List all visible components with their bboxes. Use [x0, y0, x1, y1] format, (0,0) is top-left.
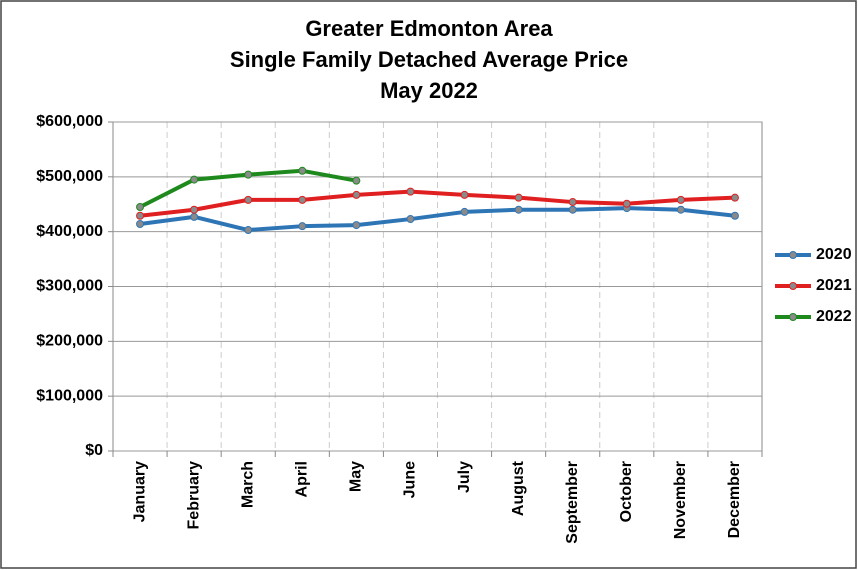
data-point — [352, 176, 361, 185]
data-point — [298, 195, 307, 204]
x-tick-label: April — [294, 461, 311, 497]
data-point — [136, 202, 145, 211]
x-tick-label: October — [618, 461, 635, 522]
data-point — [514, 193, 523, 202]
x-tick-label: August — [510, 460, 527, 516]
y-tick-label: $100,000 — [36, 387, 103, 404]
data-point — [622, 199, 631, 208]
x-tick-label: June — [402, 461, 419, 498]
y-tick-label: $300,000 — [36, 278, 103, 295]
series-line — [139, 206, 736, 233]
y-tick-label: $200,000 — [36, 333, 103, 350]
y-tick-label: $600,000 — [36, 113, 103, 130]
data-point — [190, 212, 199, 221]
x-tick-label: January — [131, 461, 148, 522]
x-tick-label: May — [348, 461, 365, 492]
legend-label: 2022 — [816, 308, 852, 325]
data-point — [568, 198, 577, 207]
x-tick-label: March — [239, 461, 256, 508]
y-tick-label: $0 — [85, 442, 103, 459]
x-tick-label: July — [456, 461, 473, 493]
x-tick-label: December — [726, 461, 743, 538]
data-point — [568, 205, 577, 214]
data-point — [136, 219, 145, 228]
data-point — [190, 205, 199, 214]
legend-marker — [789, 313, 797, 321]
data-point — [352, 190, 361, 199]
legend-label: 2020 — [816, 246, 852, 263]
data-point — [514, 205, 523, 214]
chart-title: Greater Edmonton Area — [305, 16, 553, 41]
x-tick-label: February — [185, 461, 202, 530]
x-tick-label: November — [672, 461, 689, 539]
data-point — [244, 195, 253, 204]
y-tick-label: $400,000 — [36, 223, 103, 240]
chart-title: Single Family Detached Average Price — [230, 47, 628, 72]
data-point — [298, 222, 307, 231]
data-point — [460, 207, 469, 216]
data-point — [406, 215, 415, 224]
data-point — [406, 187, 415, 196]
data-point — [244, 226, 253, 235]
x-tick-label: September — [564, 461, 581, 544]
data-point — [298, 166, 307, 175]
data-point — [730, 211, 739, 220]
data-point — [676, 205, 685, 214]
legend-label: 2021 — [816, 277, 852, 294]
data-point — [730, 193, 739, 202]
legend-marker — [789, 251, 797, 259]
data-point — [136, 211, 145, 220]
series-line — [139, 189, 736, 218]
data-point — [190, 175, 199, 184]
chart-title: May 2022 — [380, 78, 478, 103]
data-point — [352, 221, 361, 230]
data-point — [460, 190, 469, 199]
data-point — [244, 170, 253, 179]
y-tick-label: $500,000 — [36, 168, 103, 185]
legend-marker — [789, 282, 797, 290]
data-point — [676, 195, 685, 204]
